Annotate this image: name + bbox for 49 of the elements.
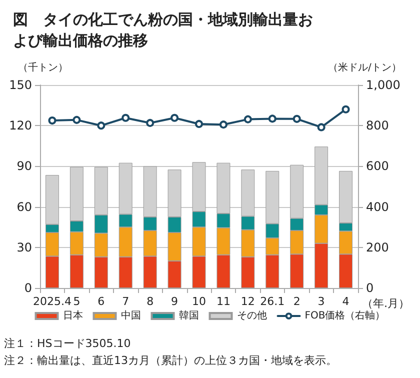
point [219, 120, 228, 129]
y2-tick-label: 800 [366, 118, 389, 133]
point [317, 123, 326, 132]
legend-label: その他 [236, 310, 267, 322]
point [268, 114, 276, 123]
x-tick-label: 8 [146, 295, 154, 308]
point [195, 120, 203, 128]
x-axis-title: （年.月） [362, 297, 410, 310]
x-tick-label: 9 [171, 295, 178, 308]
x-tick-label: 5 [73, 295, 80, 308]
x-tick-label: 6 [98, 295, 105, 308]
text: 注２：輸出量は、直近13カ月（累計）の上位３カ国・地域を表示。 [4, 354, 337, 367]
y-tick-label: 0 [24, 281, 32, 295]
y-tick-label: 150 [9, 78, 32, 92]
x-tick-label: 26.1 [260, 295, 285, 308]
x-tick-label: 12 [240, 295, 255, 308]
x-tick-label: 2 [293, 295, 300, 308]
x-tick-label: 10 [192, 295, 206, 308]
chart-title: 図 タイの化工でん粉の国・地域別輸出量および輸出価格の推移 [13, 10, 313, 50]
legend-label: 日本 [62, 310, 83, 322]
point [72, 116, 81, 124]
text: 注１：HSコード3505.10 [4, 337, 131, 350]
point [170, 114, 179, 122]
point [244, 115, 252, 124]
legend-label: 中国 [120, 310, 141, 322]
point [122, 114, 130, 122]
x-tick-label: 7 [122, 295, 130, 308]
y2-tick-label: 400 [366, 200, 389, 214]
y-tick-label: 120 [9, 118, 32, 133]
legend-label: FOB価格（右軸） [304, 310, 386, 322]
y-tick-label: 30 [16, 240, 32, 254]
y2-axis-title: （米ドル/トン） [328, 62, 402, 74]
point [97, 122, 106, 130]
point [48, 116, 56, 125]
x-tick-label: 11 [216, 295, 230, 308]
y2-tick-label: 1,000 [366, 78, 400, 92]
x-tick-label: 4 [342, 295, 350, 308]
y2-tick-label: 0 [366, 281, 374, 295]
x-tick-label: 2025.4 [32, 295, 72, 308]
legend-label: 韓国 [178, 310, 199, 322]
y-axis-title: （千トン） [18, 62, 68, 74]
x-tick-label: 3 [318, 295, 325, 308]
point [146, 118, 154, 127]
point [342, 105, 350, 114]
y2-tick-label: 600 [366, 159, 389, 174]
y2-tick-label: 200 [366, 240, 389, 254]
point [292, 114, 301, 123]
y-tick-label: 90 [16, 159, 32, 174]
y-tick-label: 60 [16, 200, 32, 214]
